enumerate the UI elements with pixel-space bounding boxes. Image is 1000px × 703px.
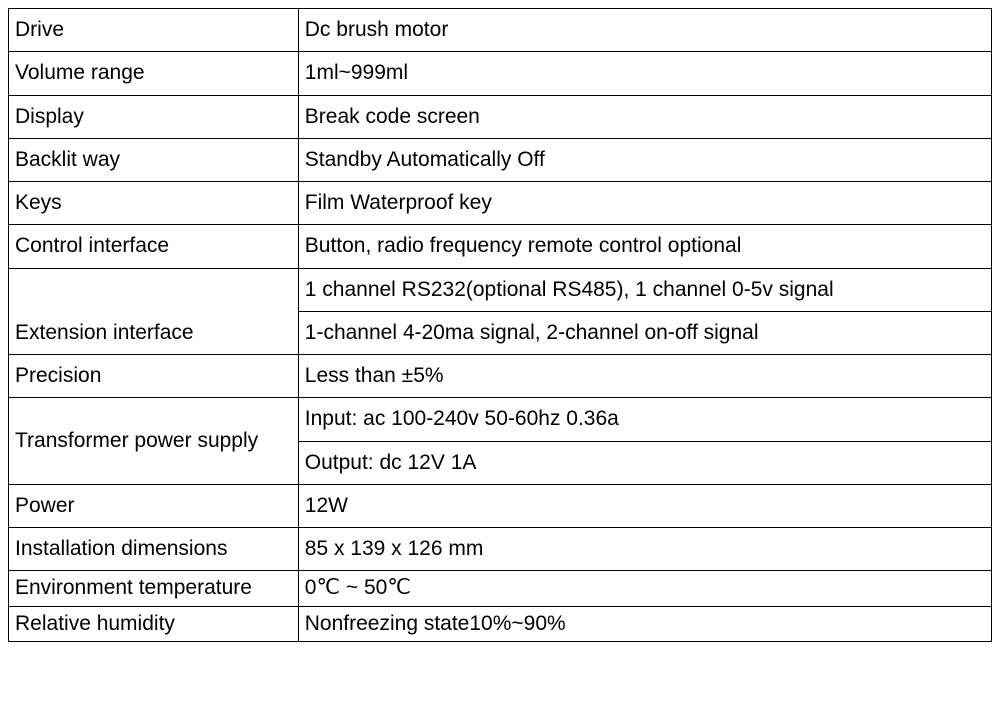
table-row: Extension interface 1 channel RS232(opti…: [9, 268, 992, 311]
spec-value: Break code screen: [298, 95, 991, 138]
spec-label: Installation dimensions: [9, 528, 299, 571]
spec-value: Standby Automatically Off: [298, 138, 991, 181]
spec-value: Film Waterproof key: [298, 182, 991, 225]
spec-table: Drive Dc brush motor Volume range 1ml~99…: [8, 8, 992, 642]
spec-value: Nonfreezing state10%~90%: [298, 606, 991, 641]
spec-value: 1 channel RS232(optional RS485), 1 chann…: [298, 268, 991, 311]
table-row: Drive Dc brush motor: [9, 9, 992, 52]
spec-label: Backlit way: [9, 138, 299, 181]
table-row: Precision Less than ±5%: [9, 355, 992, 398]
spec-label: Keys: [9, 182, 299, 225]
table-row: Keys Film Waterproof key: [9, 182, 992, 225]
spec-value: 1-channel 4-20ma signal, 2-channel on-of…: [298, 311, 991, 354]
spec-value: 0℃ ~ 50℃: [298, 571, 991, 606]
table-row: Relative humidity Nonfreezing state10%~9…: [9, 606, 992, 641]
spec-value: 12W: [298, 484, 991, 527]
spec-value: Dc brush motor: [298, 9, 991, 52]
spec-label: Environment temperature: [9, 571, 299, 606]
table-row: Display Break code screen: [9, 95, 992, 138]
spec-value: 85 x 139 x 126 mm: [298, 528, 991, 571]
table-row: Control interface Button, radio frequenc…: [9, 225, 992, 268]
table-row: Volume range 1ml~999ml: [9, 52, 992, 95]
spec-value: Button, radio frequency remote control o…: [298, 225, 991, 268]
table-row: Power 12W: [9, 484, 992, 527]
table-row: Transformer power supply Input: ac 100-2…: [9, 398, 992, 441]
spec-value: Less than ±5%: [298, 355, 991, 398]
spec-label: Relative humidity: [9, 606, 299, 641]
spec-label: Volume range: [9, 52, 299, 95]
table-row: Backlit way Standby Automatically Off: [9, 138, 992, 181]
table-row: Installation dimensions 85 x 139 x 126 m…: [9, 528, 992, 571]
spec-label: Drive: [9, 9, 299, 52]
spec-label: Extension interface: [9, 268, 299, 355]
spec-label: Power: [9, 484, 299, 527]
spec-value: Input: ac 100-240v 50-60hz 0.36a: [298, 398, 991, 441]
table-row: Environment temperature 0℃ ~ 50℃: [9, 571, 992, 606]
spec-value: Output: dc 12V 1A: [298, 441, 991, 484]
spec-label: Precision: [9, 355, 299, 398]
spec-label: Transformer power supply: [9, 398, 299, 485]
spec-label: Control interface: [9, 225, 299, 268]
spec-label: Display: [9, 95, 299, 138]
spec-value: 1ml~999ml: [298, 52, 991, 95]
